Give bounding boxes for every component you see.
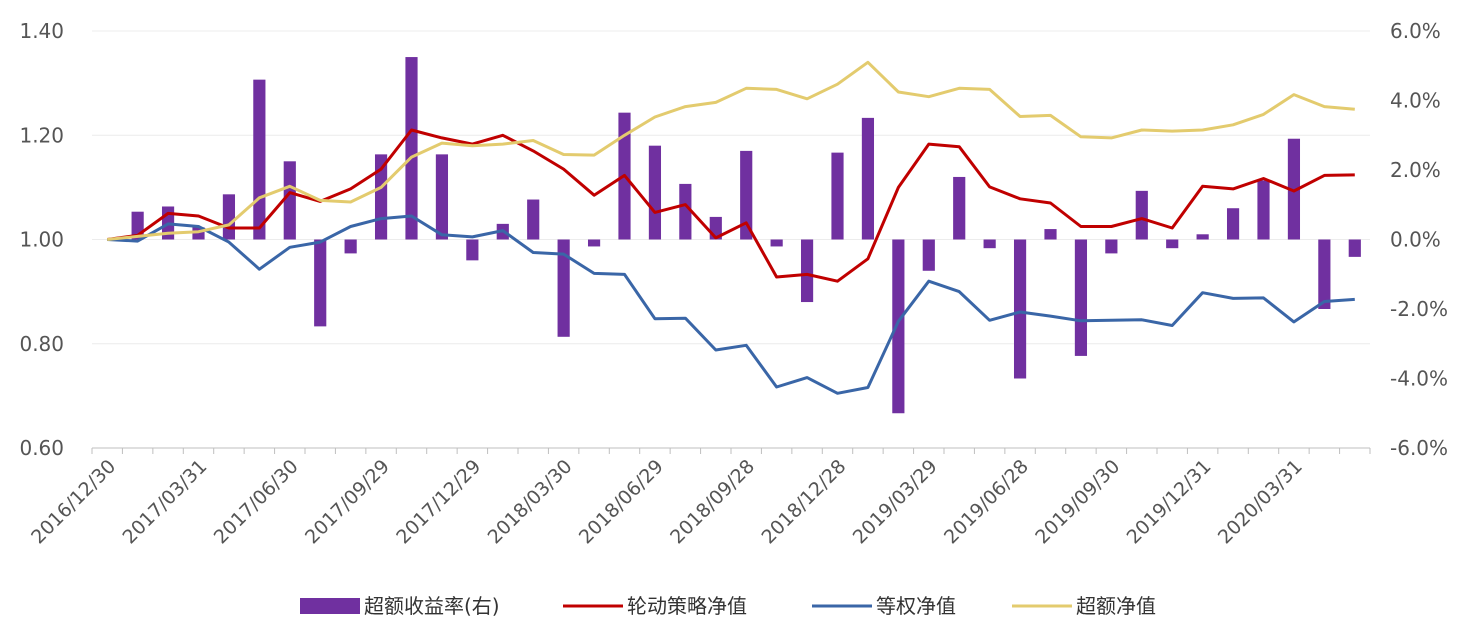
excess-return-bar bbox=[1013, 239, 1027, 379]
legend-label: 超额净值 bbox=[1076, 594, 1156, 618]
x-tick-label: 2017/09/29 bbox=[301, 455, 394, 548]
excess-return-bar bbox=[740, 150, 753, 240]
y-left-tick-label: 1.00 bbox=[19, 228, 64, 252]
x-tick-label: 2018/03/30 bbox=[484, 455, 577, 548]
axes: 0.60 0.80 1.00 1.20 1.40 -6.0% -4.0% -2.0% 0.0% 2… bbox=[19, 19, 1448, 548]
y-right-tick-label: 2.0% bbox=[1390, 158, 1441, 182]
gridlines bbox=[92, 30, 1370, 345]
y-right-tick-label: 6.0% bbox=[1390, 19, 1441, 43]
y-right-tick-label: 0.0% bbox=[1390, 228, 1441, 252]
excess-return-bar bbox=[435, 154, 449, 240]
excess-return-bar bbox=[679, 183, 692, 240]
excess-return-bar bbox=[344, 239, 357, 254]
excess-return-bar bbox=[770, 239, 783, 247]
excess-return-bar bbox=[1196, 234, 1209, 240]
excess-return-bar bbox=[466, 239, 479, 261]
excess-return-bar bbox=[222, 194, 236, 240]
excess-return-bar bbox=[1074, 239, 1088, 356]
excess-return-bar bbox=[983, 239, 996, 249]
line-series bbox=[106, 60, 1355, 395]
legend: 超额收益率(右) 轮动策略净值 等权净值 超额净值 bbox=[300, 594, 1156, 618]
excess-return-bar bbox=[922, 239, 935, 271]
excess-return-bar bbox=[283, 161, 296, 240]
legend-label: 超额收益率(右) bbox=[364, 594, 500, 618]
legend-item-rotation-nav: 轮动策略净值 bbox=[563, 594, 747, 618]
legend-label: 轮动策略净值 bbox=[627, 594, 747, 618]
excess-return-bar bbox=[405, 57, 418, 240]
excess-return-bar bbox=[1135, 190, 1148, 240]
excess-return-bar bbox=[1105, 239, 1118, 254]
bar-series bbox=[131, 57, 1361, 414]
excess-return-bar bbox=[1044, 229, 1057, 240]
y-right-tick-label: -2.0% bbox=[1390, 297, 1448, 321]
rotation-strategy-nav-line bbox=[106, 128, 1355, 283]
excess-return-bar bbox=[1226, 208, 1240, 240]
legend-excess-return-swatch bbox=[300, 598, 360, 614]
x-tick-label: 2018/09/28 bbox=[666, 455, 759, 548]
y-left-tick-label: 0.80 bbox=[19, 332, 64, 356]
excess-return-bar bbox=[892, 239, 905, 414]
legend-item-excess-return: 超额收益率(右) bbox=[300, 594, 500, 618]
y-right-tick-label: -6.0% bbox=[1390, 436, 1448, 460]
x-tick-label: 2018/06/29 bbox=[575, 455, 668, 548]
excess-return-bar bbox=[800, 239, 814, 303]
equal-weight-nav-line bbox=[107, 214, 1355, 395]
x-tick-label: 2017/03/31 bbox=[118, 455, 211, 548]
x-tick-label: 2016/12/30 bbox=[27, 455, 120, 548]
x-tick-label: 2017/06/30 bbox=[210, 455, 303, 548]
y-left-tick-label: 1.20 bbox=[19, 123, 64, 147]
excess-return-bar bbox=[1348, 239, 1361, 257]
x-tick-label: 2018/12/28 bbox=[757, 455, 850, 548]
excess-return-bar bbox=[1257, 180, 1270, 240]
excess-return-bar bbox=[253, 79, 266, 240]
excess-return-bar bbox=[1318, 239, 1331, 309]
y-left-tick-label: 0.60 bbox=[19, 436, 64, 460]
legend-item-excess-nav: 超额净值 bbox=[1012, 594, 1156, 618]
y-right-tick-label: -4.0% bbox=[1390, 367, 1448, 391]
excess-return-bar bbox=[314, 239, 327, 327]
excess-return-bar bbox=[1166, 239, 1179, 249]
excess-return-bar bbox=[1287, 138, 1301, 240]
excess-nav-line bbox=[107, 60, 1355, 241]
legend-label: 等权净值 bbox=[876, 594, 956, 618]
excess-return-bar bbox=[861, 117, 875, 240]
excess-return-bar bbox=[527, 199, 540, 240]
excess-return-bar bbox=[648, 145, 662, 240]
excess-return-bar bbox=[953, 176, 966, 240]
x-tick-label: 2019/09/30 bbox=[1031, 455, 1124, 548]
x-tick-label: 2019/03/29 bbox=[849, 455, 942, 548]
x-tick-label: 2019/06/28 bbox=[940, 455, 1033, 548]
excess-return-bar bbox=[587, 239, 601, 247]
legend-item-equal-weight-nav: 等权净值 bbox=[812, 594, 956, 618]
excess-return-bar bbox=[831, 152, 844, 240]
x-tick-label: 2020/03/31 bbox=[1214, 455, 1307, 548]
y-left-tick-label: 1.40 bbox=[19, 19, 64, 43]
y-right-tick-label: 4.0% bbox=[1390, 89, 1441, 113]
excess-return-bar bbox=[557, 239, 570, 337]
x-tick-label: 2019/12/31 bbox=[1123, 455, 1216, 548]
x-tick-label: 2017/12/29 bbox=[392, 455, 485, 548]
